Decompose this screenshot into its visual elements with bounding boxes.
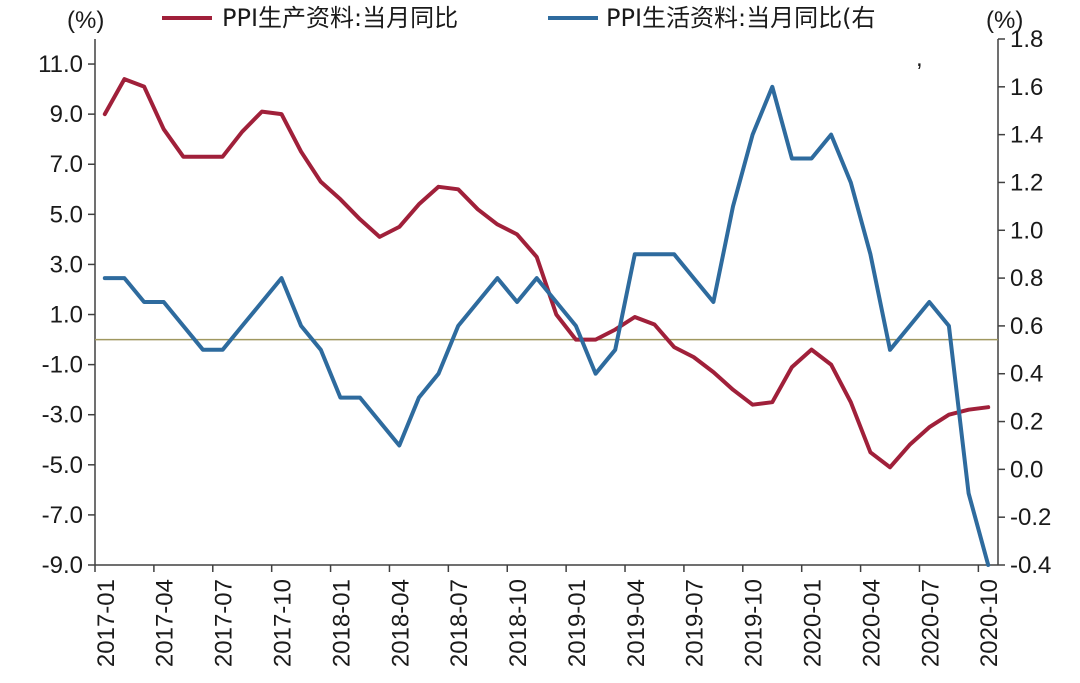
x-tick-label: 2017-10	[269, 579, 296, 667]
x-tick-label: 2019-07	[682, 579, 709, 667]
x-tick-label: 2019-04	[623, 579, 650, 667]
x-tick-label: 2017-04	[152, 579, 179, 667]
series-line-production	[102, 77, 991, 470]
left-tick-label: -1.0	[42, 352, 83, 379]
x-tick-label: 2017-01	[93, 579, 120, 667]
left-axis-ticks: 11.0 9.0 7.0 5.0 3.0 1.0 -1.0 -3.0 -5.0 -7.0 -9.0	[38, 51, 95, 579]
left-tick-label: -5.0	[42, 452, 83, 479]
x-tick-label: 2018-01	[328, 579, 355, 667]
series-layer	[102, 77, 991, 567]
x-tick-label: 2017-07	[211, 579, 238, 667]
right-tick-label: 0.4	[1010, 361, 1043, 388]
right-axis-ticks: 1.8 1.6 1.4 1.2 1.0 0.8 0.6 0.4 0.2 0.0 -0.2 -0.4	[998, 26, 1051, 579]
right-axis-unit: (%)	[986, 7, 1023, 34]
x-tick-label: 2019-10	[741, 579, 768, 667]
left-tick-label: 1.0	[50, 302, 83, 329]
right-tick-label: -0.2	[1010, 504, 1051, 531]
left-tick-label: 7.0	[50, 151, 83, 178]
series-line-consumer	[102, 84, 991, 567]
right-tick-label: 0.8	[1010, 265, 1043, 292]
right-tick-label: 1.8	[1010, 26, 1043, 53]
legend-label-production: PPI生产资料:当月同比	[222, 4, 458, 32]
legend-label-consumer: PPI生活资料:当月同比(右	[606, 4, 875, 32]
right-tick-label: 1.0	[1010, 217, 1043, 244]
x-tick-label: 2020-01	[800, 579, 827, 667]
left-tick-label: -7.0	[42, 502, 83, 529]
right-tick-label: 1.6	[1010, 74, 1043, 101]
x-tick-label: 2020-10	[976, 579, 1003, 667]
right-tick-label: 1.2	[1010, 169, 1043, 196]
x-tick-label: 2018-07	[446, 579, 473, 667]
left-tick-label: -9.0	[42, 552, 83, 579]
left-axis-unit: (%)	[67, 7, 104, 34]
x-tick-label: 2020-07	[917, 579, 944, 667]
x-tick-label: 2018-04	[387, 579, 414, 667]
stray-mark: ,	[916, 45, 923, 72]
right-tick-label: 0.2	[1010, 409, 1043, 436]
x-tick-label: 2020-04	[858, 579, 885, 667]
right-tick-label: 0.0	[1010, 456, 1043, 483]
x-axis-ticks: 2017-01 2017-04 2017-07 2017-10 2018-01 2018-…	[93, 565, 1003, 667]
x-tick-label: 2019-01	[564, 579, 591, 667]
x-tick-label: 2018-10	[505, 579, 532, 667]
right-tick-label: -0.4	[1010, 552, 1051, 579]
left-tick-label: -3.0	[42, 402, 83, 429]
right-tick-label: 1.4	[1010, 122, 1043, 149]
left-tick-label: 11.0	[38, 51, 83, 78]
left-tick-label: 3.0	[50, 251, 83, 278]
left-tick-label: 9.0	[50, 101, 83, 128]
legend: PPI生产资料:当月同比 PPI生活资料:当月同比(右	[162, 4, 875, 32]
right-tick-label: 0.6	[1010, 313, 1043, 340]
left-tick-label: 5.0	[50, 201, 83, 228]
